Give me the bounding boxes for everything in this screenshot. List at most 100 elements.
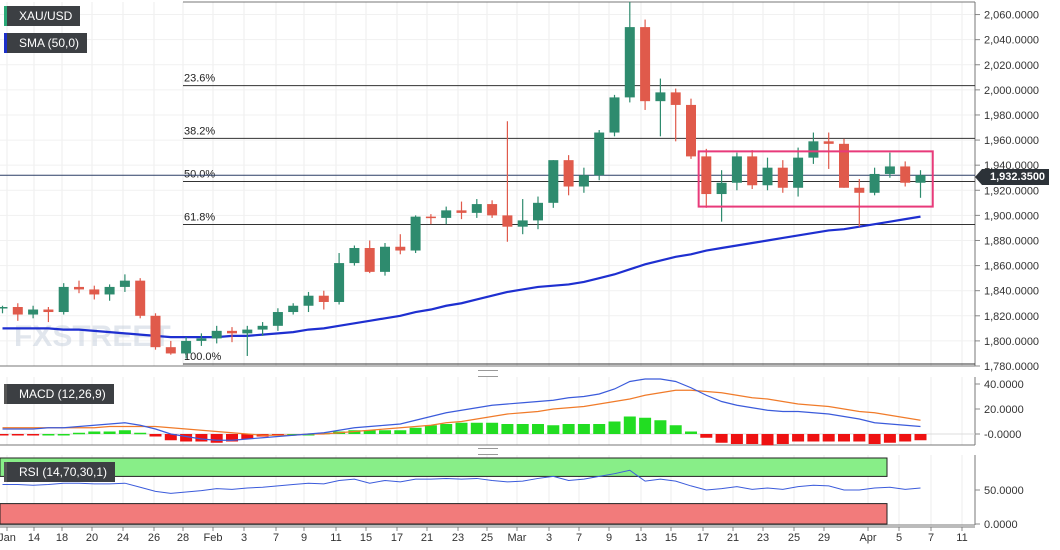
sma-label[interactable]: SMA (50,0) — [4, 33, 88, 53]
macd-histogram-bar — [822, 434, 835, 442]
y-tick-label: 2,040.0000 — [984, 35, 1039, 47]
candle — [548, 160, 559, 208]
macd-histogram-bar — [623, 416, 636, 434]
macd-histogram-bar — [577, 424, 590, 434]
candle — [425, 214, 436, 225]
candle-body — [303, 295, 314, 306]
y-tick-label: 2,020.0000 — [984, 60, 1039, 72]
macd-histogram-bar — [562, 424, 575, 434]
pane-resize-handle-macd[interactable] — [478, 370, 498, 377]
macd-signal-line — [2, 389, 921, 436]
candle-body — [441, 210, 452, 218]
macd-histogram-bar — [883, 434, 896, 443]
symbol-label[interactable]: XAU/USD — [4, 6, 81, 26]
candle-body — [563, 160, 574, 187]
y-tick-label: 1,860.0000 — [984, 261, 1039, 273]
fib-label: 50.0% — [184, 168, 215, 180]
x-tick-label: 11 — [330, 532, 341, 544]
candle-body — [425, 216, 436, 219]
macd-line — [2, 378, 921, 441]
candle-body — [272, 312, 283, 326]
candle-body — [793, 157, 804, 188]
x-tick-label: 15 — [665, 532, 677, 544]
macd-histogram-bar — [639, 417, 652, 434]
candle — [150, 313, 161, 350]
candle — [716, 170, 727, 222]
macd-histogram-bar — [868, 434, 881, 444]
x-tick-label: 26 — [148, 532, 160, 544]
candle — [839, 138, 849, 188]
candle — [487, 200, 498, 218]
candle-body — [74, 286, 84, 290]
candle — [854, 178, 865, 227]
candle-body — [257, 325, 268, 330]
candle-body — [471, 204, 482, 213]
macd-histogram-bar — [547, 425, 560, 434]
candle — [74, 280, 84, 294]
candle — [104, 284, 115, 301]
macd-histogram-bar — [501, 424, 514, 434]
candle — [89, 285, 100, 300]
candle — [349, 245, 360, 266]
candle — [303, 291, 314, 313]
candle-body — [533, 202, 543, 221]
candle-body — [380, 246, 390, 272]
macd-histogram-bar — [899, 434, 912, 442]
macd-histogram-bar — [118, 430, 131, 434]
candle-body — [12, 307, 23, 315]
x-tick-label: 23 — [757, 532, 769, 544]
macd-histogram-bar — [532, 424, 544, 434]
macd-histogram-bar — [715, 434, 728, 443]
pane-resize-handle-rsi[interactable] — [478, 448, 498, 455]
candle — [410, 215, 421, 254]
macd-histogram-bar — [363, 430, 376, 434]
candle-body — [823, 141, 834, 144]
candle — [563, 155, 574, 196]
candle-body — [456, 210, 467, 213]
macd-histogram-bar — [700, 434, 713, 438]
candle-body — [288, 305, 299, 313]
macd-histogram-bar — [379, 430, 391, 434]
y-tick-label: 40.0000 — [984, 379, 1024, 391]
x-tick-label: 3 — [241, 532, 247, 544]
macd-histogram-bar — [195, 434, 208, 442]
fib-label: 38.2% — [184, 125, 215, 137]
macd-histogram-bar — [807, 434, 820, 442]
candle — [165, 340, 176, 355]
candle-body — [854, 187, 865, 193]
x-tick-label: 28 — [177, 532, 189, 544]
candle — [777, 160, 788, 193]
candle — [257, 322, 268, 336]
candle-body — [0, 307, 8, 309]
x-tick-label: 5 — [896, 532, 902, 544]
x-tick-label: 11 — [956, 532, 967, 544]
candle-body — [150, 315, 161, 348]
candle-body — [135, 280, 146, 316]
macd-histogram-bar — [761, 434, 774, 446]
candle-body — [28, 309, 39, 315]
x-tick-label: 14 — [28, 532, 40, 544]
y-tick-label: 50.0000 — [984, 485, 1024, 497]
candle — [471, 199, 482, 218]
rsi-label[interactable]: RSI (14,70,30,1) — [4, 462, 116, 482]
candle-body — [119, 280, 130, 287]
macd-histogram-bar — [164, 434, 177, 441]
candle-body — [395, 246, 406, 251]
candle — [762, 157, 773, 191]
candle — [655, 78, 666, 137]
candle — [609, 94, 620, 137]
candle — [869, 167, 880, 196]
y-tick-label: 20.0000 — [984, 404, 1024, 416]
candle-body — [548, 160, 559, 203]
macd-histogram-bar — [302, 434, 315, 436]
candle — [900, 161, 911, 187]
macd-label[interactable]: MACD (12,26,9) — [4, 384, 114, 404]
candle-body — [731, 156, 742, 183]
candle-body — [364, 248, 375, 272]
candle — [578, 167, 589, 193]
candle-body — [89, 289, 100, 295]
candle — [242, 325, 253, 356]
candle — [686, 98, 696, 159]
candle-body — [747, 156, 758, 186]
macd-histogram-bar — [654, 420, 667, 434]
